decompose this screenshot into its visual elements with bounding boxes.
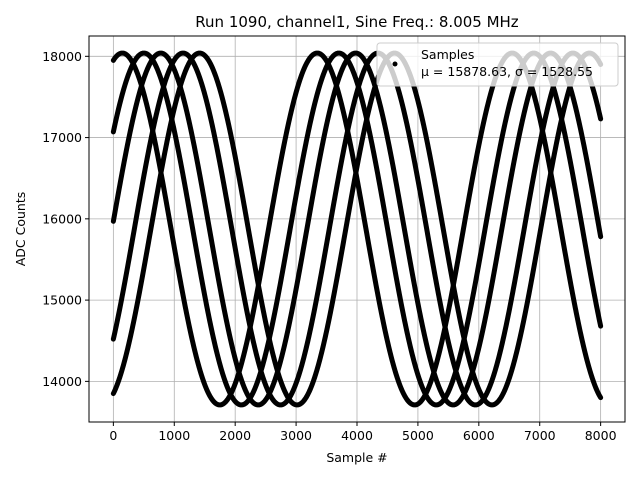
- legend: Samples μ = 15878.63, σ = 1528.55: [376, 42, 619, 87]
- y-tick-label: 17000: [42, 130, 82, 145]
- x-axis-ticks: 0 1000 2000 3000 4000 5000 6000 7000 8000: [109, 422, 617, 443]
- y-tick-label: 14000: [42, 374, 82, 389]
- x-tick-label: 8000: [585, 428, 617, 443]
- y-tick-label: 16000: [42, 211, 82, 226]
- series-trace: [110, 50, 604, 408]
- y-tick-label: 15000: [42, 293, 82, 308]
- chart-title: Run 1090, channel1, Sine Freq.: 8.005 MH…: [195, 13, 519, 31]
- x-tick-label: 7000: [524, 428, 556, 443]
- x-tick-label: 5000: [402, 428, 434, 443]
- y-tick-label: 18000: [42, 49, 82, 64]
- x-tick-label: 0: [109, 428, 117, 443]
- legend-marker: [392, 61, 398, 67]
- x-tick-label: 4000: [341, 428, 373, 443]
- series-trace: [110, 50, 604, 408]
- y-axis-ticks: 14000 15000 16000 17000 18000: [42, 49, 89, 389]
- x-tick-label: 1000: [158, 428, 190, 443]
- x-axis-label: Sample #: [326, 450, 387, 465]
- series-trace: [110, 50, 604, 408]
- legend-series-label: Samples: [421, 47, 474, 62]
- legend-box: [376, 42, 619, 87]
- y-axis-label: ADC Counts: [13, 192, 28, 267]
- legend-stats-label: μ = 15878.63, σ = 1528.55: [421, 64, 593, 79]
- x-tick-label: 2000: [219, 428, 251, 443]
- x-tick-label: 6000: [463, 428, 495, 443]
- x-tick-label: 3000: [280, 428, 312, 443]
- grid: [89, 36, 625, 422]
